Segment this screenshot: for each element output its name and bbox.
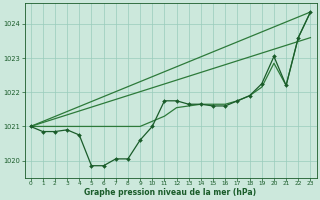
X-axis label: Graphe pression niveau de la mer (hPa): Graphe pression niveau de la mer (hPa) xyxy=(84,188,257,197)
